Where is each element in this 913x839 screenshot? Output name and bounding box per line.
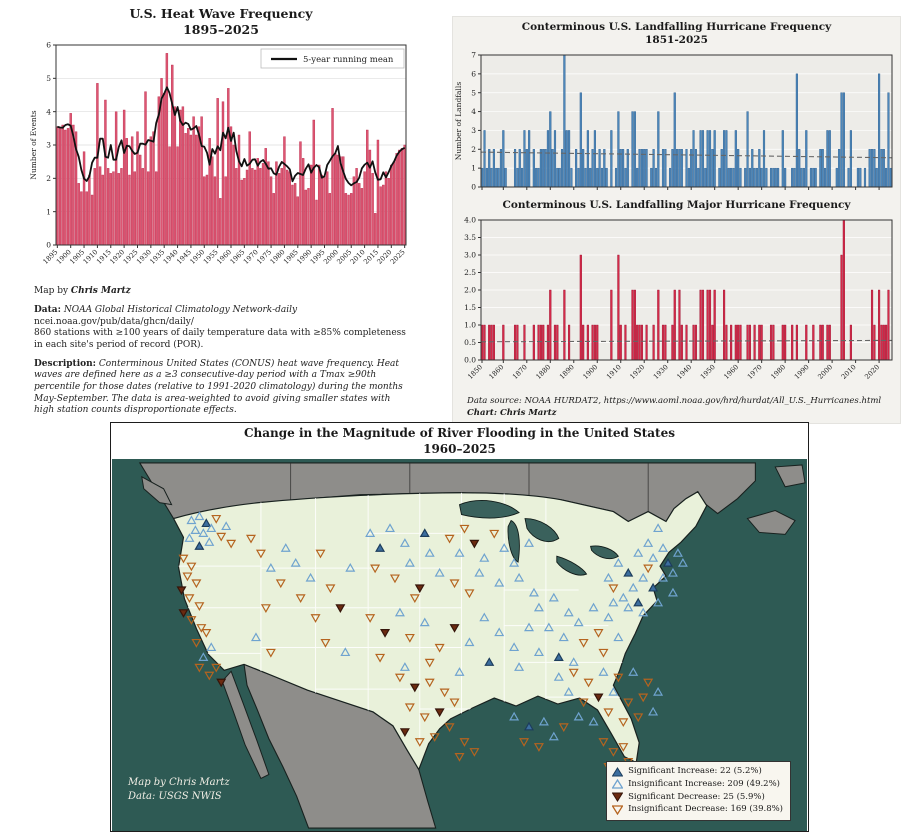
vancouver-island bbox=[141, 476, 173, 506]
svg-text:1860: 1860 bbox=[488, 363, 506, 381]
description-block: Description: Conterminous United States … bbox=[34, 358, 403, 416]
state-borders bbox=[173, 491, 629, 747]
svg-text:2000: 2000 bbox=[816, 363, 834, 381]
hurricane-charts-panel: Conterminous U.S. Landfalling Hurricane … bbox=[452, 16, 901, 425]
svg-text:1990: 1990 bbox=[793, 363, 811, 381]
hurricane-data-source: Data source: NOAA HURDAT2, https://www.a… bbox=[467, 396, 882, 407]
svg-text:4: 4 bbox=[46, 108, 51, 117]
svg-text:1: 1 bbox=[471, 164, 476, 173]
data-details: 860 stations with ≥100 years of daily te… bbox=[34, 328, 406, 350]
legend-row-insignificant-decrease: Insignificant Decrease: 169 (39.8%) bbox=[612, 803, 783, 816]
hurricane-title-line: Conterminous U.S. Landfalling Hurricane … bbox=[521, 21, 832, 33]
svg-text:1900: 1900 bbox=[581, 363, 599, 381]
map-author: Map by Chris Martz bbox=[128, 777, 230, 789]
svg-text:1910: 1910 bbox=[605, 363, 623, 381]
svg-text:1880: 1880 bbox=[535, 363, 553, 381]
svg-text:1970: 1970 bbox=[746, 363, 764, 381]
heatwave-subtitle-line: 1895–2025 bbox=[183, 21, 259, 37]
svg-text:7: 7 bbox=[471, 51, 476, 60]
open-down-triangle-icon bbox=[612, 805, 624, 815]
heatwave-title-line: U.S. Heat Wave Frequency bbox=[129, 6, 313, 21]
map-legend: Significant Increase: 22 (5.2%) Insignif… bbox=[606, 761, 791, 822]
svg-text:5-year running mean: 5-year running mean bbox=[303, 55, 394, 65]
svg-text:6: 6 bbox=[471, 70, 476, 79]
svg-text:6: 6 bbox=[46, 41, 51, 50]
author-name: Chris Martz bbox=[70, 286, 131, 297]
svg-text:2010: 2010 bbox=[840, 363, 858, 381]
svg-text:4.0: 4.0 bbox=[464, 216, 476, 225]
data-source-block: Data: NOAA Global Historical Climatology… bbox=[34, 304, 406, 350]
newfoundland bbox=[774, 464, 806, 488]
map-title: Change in the Magnitude of River Floodin… bbox=[111, 423, 808, 459]
svg-text:0: 0 bbox=[471, 183, 476, 192]
map-subtitle-line: 1960–2025 bbox=[423, 441, 496, 456]
svg-text:1920: 1920 bbox=[628, 363, 646, 381]
svg-text:2020: 2020 bbox=[863, 363, 881, 381]
heatwave-chart: 0123456189519001905191019151920192519301… bbox=[29, 41, 407, 266]
svg-text:1.0: 1.0 bbox=[464, 321, 476, 330]
svg-text:2: 2 bbox=[46, 174, 51, 183]
hurricane-chart-title: Conterminous U.S. Landfalling Hurricane … bbox=[453, 21, 900, 47]
hurricane-subtitle-line: 1851-2025 bbox=[645, 34, 708, 47]
flood-map-panel: Change in the Magnitude of River Floodin… bbox=[110, 422, 809, 833]
flood-trend-markers bbox=[176, 511, 688, 781]
svg-text:1960: 1960 bbox=[722, 363, 740, 381]
major-hurricane-frequency-chart: 0.0 0.5 1.0 1.5 2.0 2.5 3.0 3.5 4.0 1850 1860 1870 1… bbox=[464, 216, 893, 381]
province-borders bbox=[290, 463, 649, 512]
filled-up-triangle-icon bbox=[612, 766, 624, 777]
hurricane-frequency-chart: 0 1 2 3 4 5 6 7 Number of Landfalls bbox=[454, 51, 893, 192]
svg-text:3: 3 bbox=[471, 126, 476, 135]
heatwave-chart-title: U.S. Heat Wave Frequency 1895–2025 bbox=[28, 6, 414, 37]
legend-label: Insignificant Decrease: 169 (39.8%) bbox=[628, 804, 783, 815]
svg-text:2.0: 2.0 bbox=[464, 286, 476, 295]
svg-text:3.5: 3.5 bbox=[464, 233, 476, 242]
svg-text:1930: 1930 bbox=[652, 363, 670, 381]
legend-row-insignificant-increase: Insignificant Increase: 209 (49.2%) bbox=[612, 778, 783, 791]
svg-text:1940: 1940 bbox=[675, 363, 693, 381]
hurricane-chart-credit: Chart: Chris Martz bbox=[467, 407, 557, 418]
svg-text:4: 4 bbox=[471, 107, 476, 116]
map-by-line: Map by Chris Martz bbox=[34, 286, 131, 297]
svg-text:2025: 2025 bbox=[389, 248, 407, 266]
svg-text:0: 0 bbox=[46, 241, 51, 250]
open-up-triangle-icon bbox=[612, 779, 624, 789]
conus-landmass bbox=[172, 491, 708, 772]
baja-peninsula bbox=[221, 670, 270, 780]
svg-text:1950: 1950 bbox=[699, 363, 717, 381]
map-attribution: Map by Chris Martz Data: USGS NWIS bbox=[128, 776, 230, 803]
svg-text:1.5: 1.5 bbox=[464, 303, 476, 312]
svg-text:3: 3 bbox=[46, 141, 51, 150]
map-canvas-wrap: Map by Chris Martz Data: USGS NWIS Signi… bbox=[112, 459, 807, 832]
svg-text:1890: 1890 bbox=[558, 363, 576, 381]
nova-scotia bbox=[746, 510, 796, 536]
legend-label: Insignificant Increase: 209 (49.2%) bbox=[628, 778, 780, 789]
heatwave-caption: Map by Chris Martz Data: NOAA Global His… bbox=[34, 286, 408, 417]
major-hurricane-chart-title: Conterminous U.S. Landfalling Major Hurr… bbox=[502, 199, 851, 212]
svg-text:1850: 1850 bbox=[466, 363, 484, 381]
svg-text:3.0: 3.0 bbox=[464, 251, 476, 260]
legend-row-significant-decrease: Significant Decrease: 25 (5.9%) bbox=[612, 791, 783, 804]
svg-text:Number of Landfalls: Number of Landfalls bbox=[454, 82, 463, 161]
hurricane-source-note: Data source: NOAA HURDAT2, https://www.a… bbox=[467, 396, 900, 419]
data-url: ncei.noaa.gov/pub/data/ghcn/daily/ bbox=[34, 316, 194, 327]
svg-text:0.5: 0.5 bbox=[464, 338, 476, 347]
svg-text:1870: 1870 bbox=[511, 363, 529, 381]
great-lakes bbox=[458, 500, 619, 576]
svg-text:0.0: 0.0 bbox=[464, 356, 476, 365]
legend-label: Significant Increase: 22 (5.2%) bbox=[628, 766, 762, 777]
legend-row-significant-increase: Significant Increase: 22 (5.2%) bbox=[612, 765, 783, 778]
svg-text:5: 5 bbox=[471, 89, 476, 98]
svg-text:2: 2 bbox=[471, 145, 476, 154]
svg-text:Number of Events: Number of Events bbox=[29, 110, 38, 179]
filled-down-triangle-icon bbox=[612, 792, 624, 803]
svg-text:1980: 1980 bbox=[769, 363, 787, 381]
map-title-line: Change in the Magnitude of River Floodin… bbox=[244, 426, 675, 440]
svg-text:2.5: 2.5 bbox=[464, 268, 476, 277]
legend-label: Significant Decrease: 25 (5.9%) bbox=[628, 791, 765, 802]
svg-text:1: 1 bbox=[46, 208, 51, 217]
svg-text:5: 5 bbox=[46, 74, 51, 83]
map-data-source: Data: USGS NWIS bbox=[128, 790, 222, 802]
heatwave-chart-panel: U.S. Heat Wave Frequency 1895–2025 0 1 2 3 4… bbox=[28, 6, 414, 417]
